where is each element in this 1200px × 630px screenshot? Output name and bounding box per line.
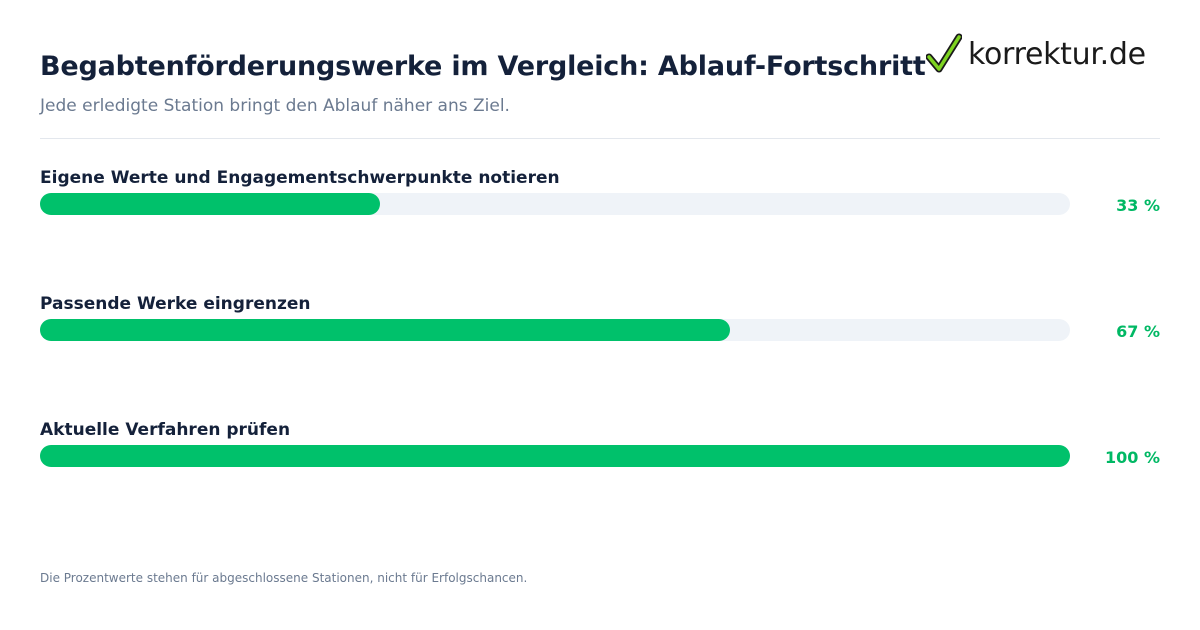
logo-text: korrektur.de [968, 36, 1146, 72]
bar-fill [40, 193, 380, 215]
bar-track [40, 319, 1070, 341]
bar-fill [40, 445, 1070, 467]
bar-value-label: 100 % [1105, 448, 1160, 467]
chart-subtitle: Jede erledigte Station bringt den Ablauf… [40, 96, 510, 116]
bar-label: Passende Werke eingrenzen [40, 294, 311, 314]
footnote: Die Prozentwerte stehen für abgeschlosse… [40, 571, 528, 585]
progress-row: Passende Werke eingrenzen 67 % [40, 294, 1160, 344]
bar-track [40, 193, 1070, 215]
bar-track [40, 445, 1070, 467]
progress-row: Aktuelle Verfahren prüfen 100 % [40, 420, 1160, 470]
bar-fill [40, 319, 730, 341]
bar-value-label: 33 % [1116, 196, 1160, 215]
header-divider [40, 138, 1160, 139]
brand-logo[interactable]: korrektur.de [926, 30, 1146, 78]
bar-label: Eigene Werte und Engagementschwerpunkte … [40, 168, 560, 188]
bar-value-label: 67 % [1116, 322, 1160, 341]
chart-title: Begabtenförderungswerke im Vergleich: Ab… [40, 51, 926, 82]
bar-label: Aktuelle Verfahren prüfen [40, 420, 291, 440]
progress-row: Eigene Werte und Engagementschwerpunkte … [40, 168, 1160, 218]
checkmark-icon [926, 32, 962, 76]
